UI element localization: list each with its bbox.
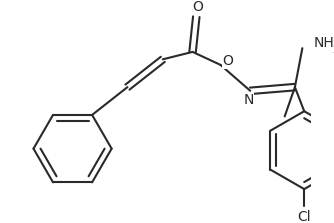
Text: O: O <box>222 54 233 68</box>
Text: Cl: Cl <box>297 210 311 223</box>
Text: O: O <box>193 0 204 14</box>
Text: 2: 2 <box>332 45 334 55</box>
Text: N: N <box>243 93 254 107</box>
Text: NH: NH <box>314 36 334 50</box>
